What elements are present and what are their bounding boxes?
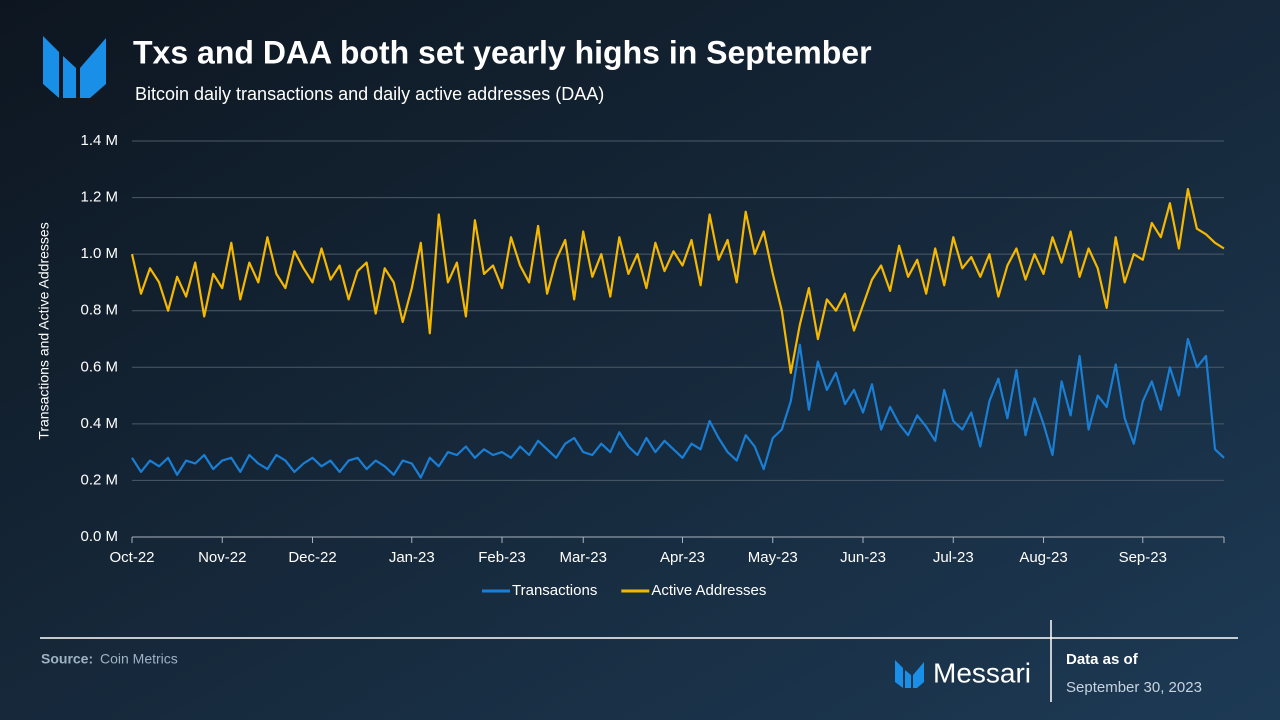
y-tick-label: 0.6 M	[80, 358, 118, 375]
x-tick-label: Jan-23	[389, 549, 435, 566]
x-tick-label: Mar-23	[559, 549, 607, 566]
legend-label: Transactions	[512, 582, 597, 599]
x-tick-label: Nov-22	[198, 549, 246, 566]
x-tick-label: Oct-22	[109, 549, 154, 566]
series-line	[130, 188, 1225, 374]
chart-title: Txs and DAA both set yearly highs in Sep…	[133, 34, 872, 70]
source-label: Source:	[41, 651, 93, 667]
x-tick-label: Aug-23	[1019, 549, 1067, 566]
x-tick-label: Feb-23	[478, 549, 526, 566]
y-tick-label: 1.4 M	[80, 132, 118, 149]
brand-logo	[895, 660, 924, 688]
x-tick-label: Sep-23	[1119, 549, 1167, 566]
y-tick-label: 0.0 M	[80, 528, 118, 545]
x-tick-label: May-23	[748, 549, 798, 566]
series-line	[131, 337, 1225, 479]
date: September 30, 2023	[1066, 679, 1202, 696]
chart-subtitle: Bitcoin daily transactions and daily act…	[135, 84, 604, 104]
logo	[43, 36, 106, 98]
y-tick-label: 1.0 M	[80, 245, 118, 262]
y-tick-label: 1.2 M	[80, 189, 118, 206]
data-as-of: Data as of	[1066, 651, 1139, 668]
source: Coin Metrics	[100, 651, 178, 667]
x-tick-label: Jul-23	[933, 549, 974, 566]
y-tick-label: 0.2 M	[80, 471, 118, 488]
x-tick-label: Apr-23	[660, 549, 705, 566]
brand: Messari	[933, 657, 1031, 688]
x-tick-label: Dec-22	[288, 549, 336, 566]
y-tick-label: 0.8 M	[80, 302, 118, 319]
legend-label: Active Addresses	[651, 582, 766, 599]
y-tick-label: 0.4 M	[80, 415, 118, 432]
y-axis-label: Transactions and Active Addresses	[36, 222, 52, 439]
x-tick-label: Jun-23	[840, 549, 886, 566]
